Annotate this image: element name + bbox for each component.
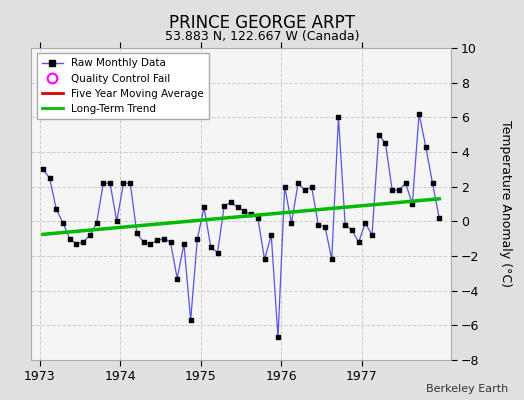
Point <box>173 275 181 282</box>
Point <box>321 223 329 230</box>
Point <box>361 220 369 226</box>
Point <box>52 206 60 212</box>
Point <box>220 202 228 209</box>
Point <box>92 220 101 226</box>
Point <box>153 237 161 244</box>
Point <box>301 187 309 193</box>
Point <box>422 144 430 150</box>
Point <box>79 239 88 245</box>
Point <box>46 175 54 181</box>
Text: PRINCE GEORGE ARPT: PRINCE GEORGE ARPT <box>169 14 355 32</box>
Point <box>113 218 121 224</box>
Point <box>59 220 67 226</box>
Point <box>401 180 410 186</box>
Point <box>408 201 417 207</box>
Point <box>72 241 81 247</box>
Point <box>86 232 94 238</box>
Point <box>119 180 128 186</box>
Point <box>435 215 443 221</box>
Point <box>294 180 302 186</box>
Point <box>328 256 336 263</box>
Point <box>308 184 316 190</box>
Point <box>280 184 289 190</box>
Point <box>375 132 383 138</box>
Point <box>160 236 168 242</box>
Legend: Raw Monthly Data, Quality Control Fail, Five Year Moving Average, Long-Term Tren: Raw Monthly Data, Quality Control Fail, … <box>37 53 209 119</box>
Point <box>66 236 74 242</box>
Point <box>247 211 255 218</box>
Point <box>415 111 423 117</box>
Point <box>254 215 262 221</box>
Point <box>314 222 322 228</box>
Point <box>381 140 390 146</box>
Point <box>193 236 202 242</box>
Point <box>146 241 155 247</box>
Point <box>274 334 282 341</box>
Text: Berkeley Earth: Berkeley Earth <box>426 384 508 394</box>
Point <box>187 317 195 323</box>
Point <box>206 244 215 250</box>
Point <box>388 187 396 193</box>
Point <box>267 232 276 238</box>
Point <box>428 180 436 186</box>
Point <box>354 239 363 245</box>
Point <box>133 230 141 237</box>
Point <box>99 180 107 186</box>
Point <box>240 208 248 214</box>
Text: 53.883 N, 122.667 W (Canada): 53.883 N, 122.667 W (Canada) <box>165 30 359 43</box>
Point <box>166 239 174 245</box>
Point <box>234 204 242 211</box>
Point <box>39 166 47 172</box>
Point <box>348 227 356 233</box>
Point <box>334 114 343 120</box>
Point <box>180 241 188 247</box>
Point <box>139 239 148 245</box>
Point <box>260 256 269 263</box>
Point <box>227 199 235 206</box>
Point <box>368 232 376 238</box>
Point <box>341 222 350 228</box>
Point <box>200 204 208 211</box>
Point <box>395 187 403 193</box>
Point <box>106 180 114 186</box>
Y-axis label: Temperature Anomaly (°C): Temperature Anomaly (°C) <box>499 120 512 288</box>
Point <box>213 249 222 256</box>
Point <box>287 220 296 226</box>
Point <box>126 180 134 186</box>
